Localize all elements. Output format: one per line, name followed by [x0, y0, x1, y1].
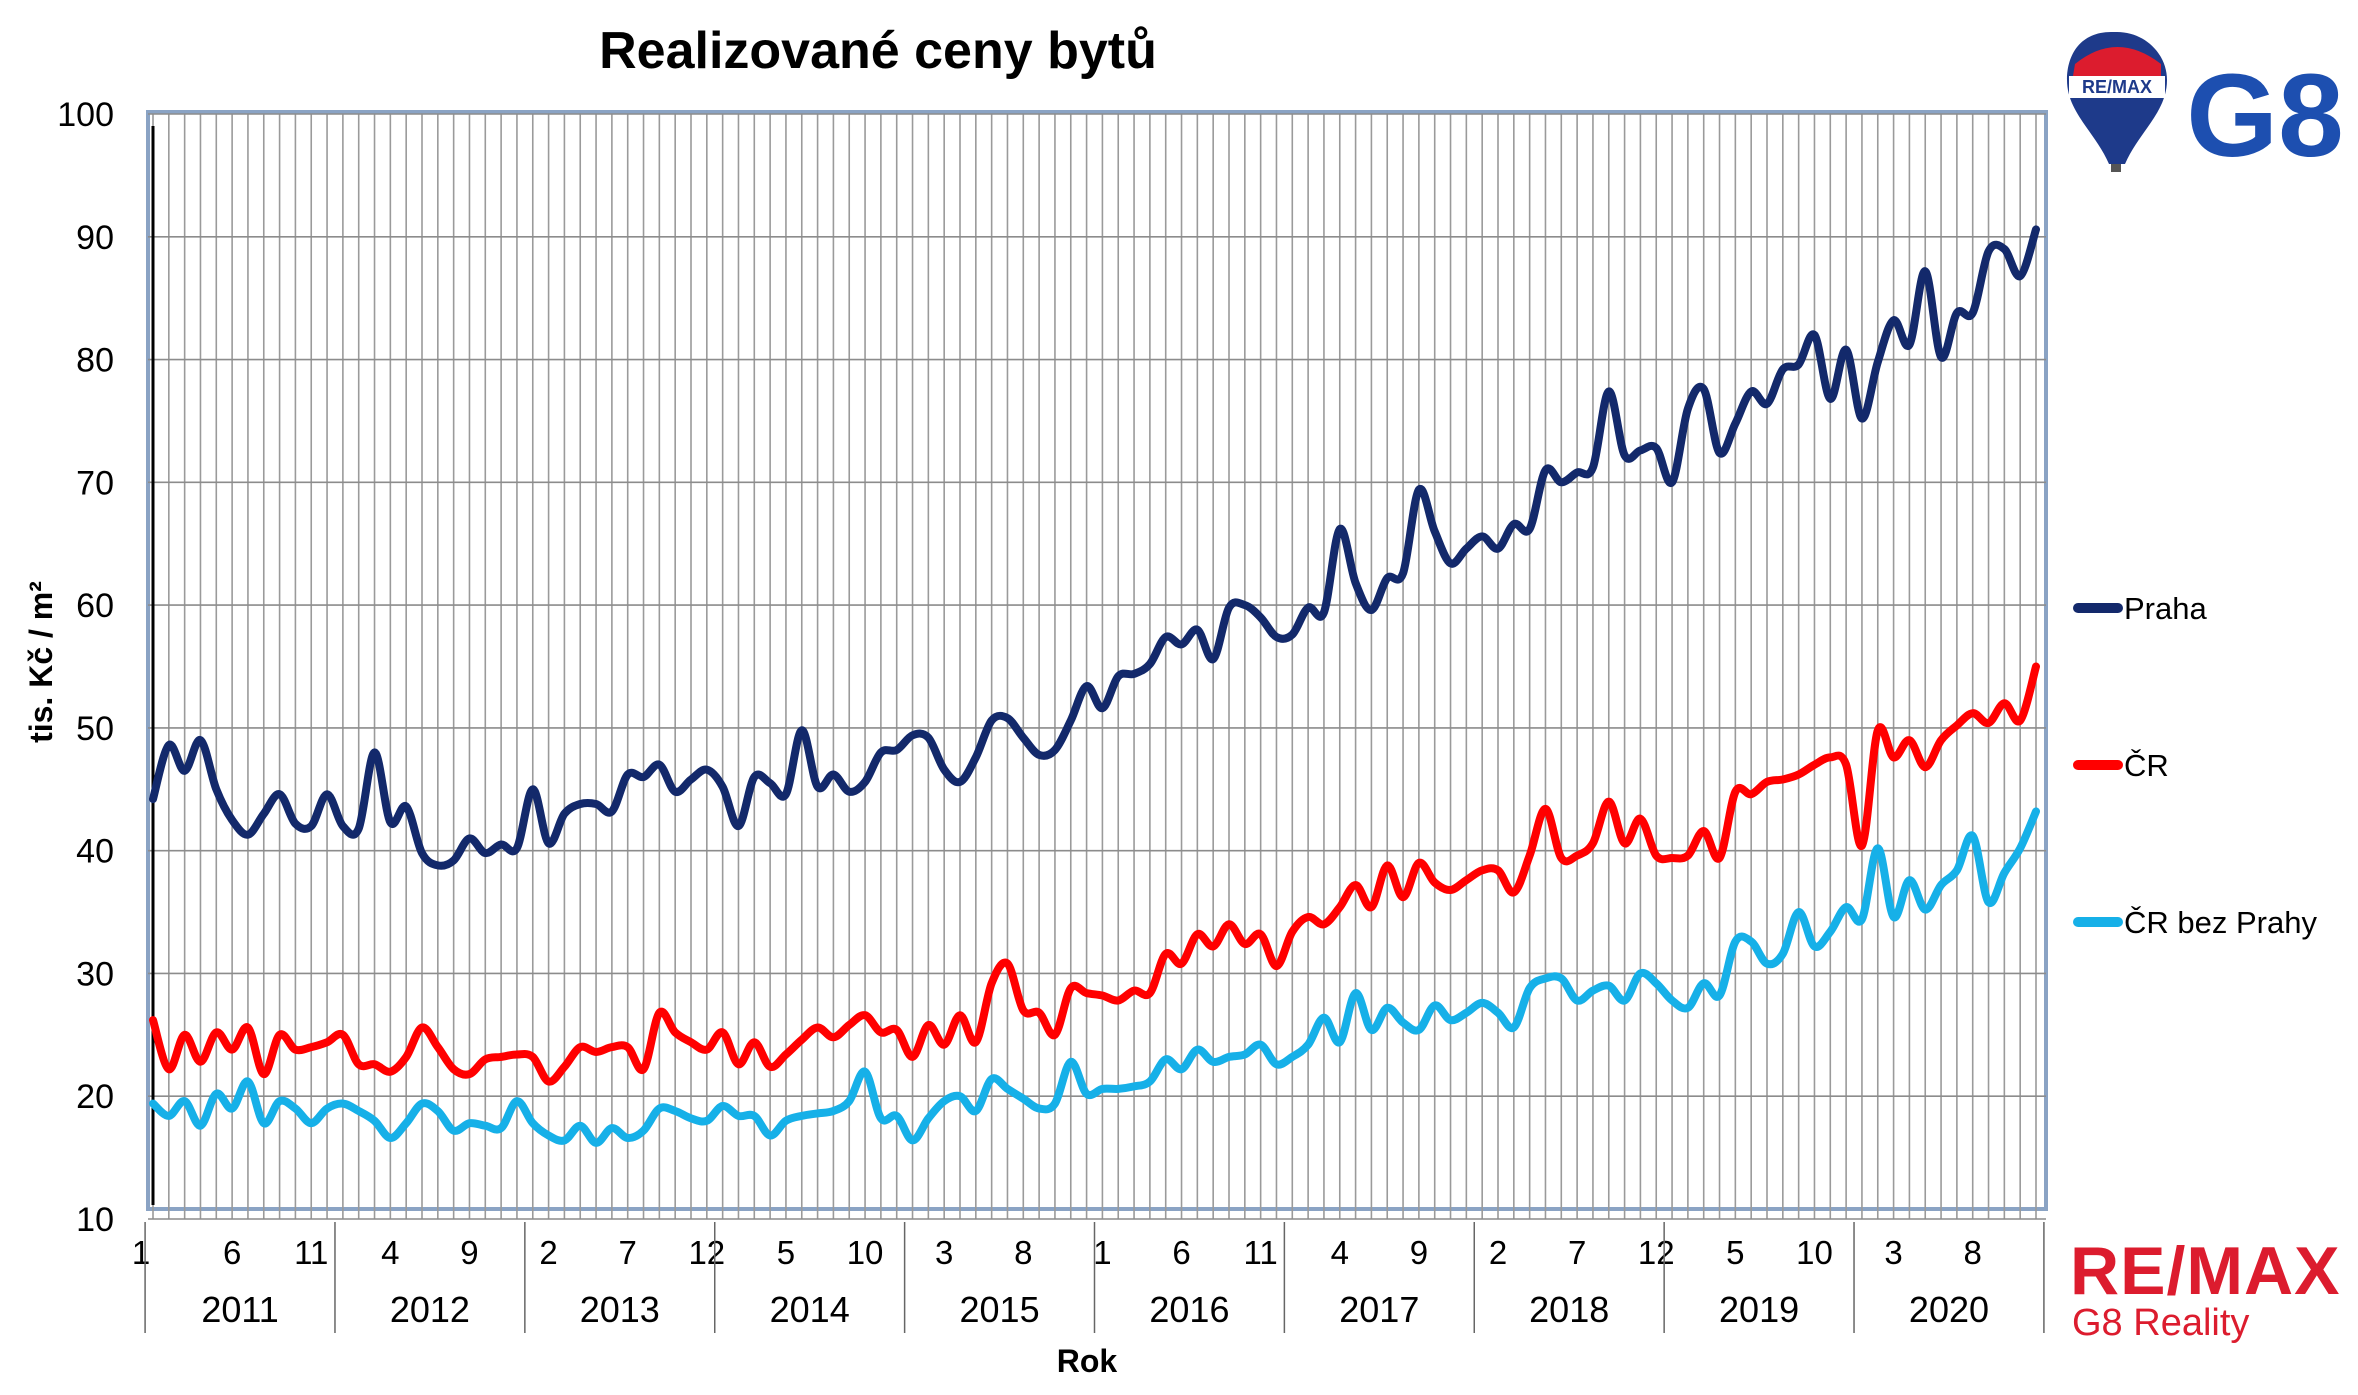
y-tick-label: 30 — [76, 955, 114, 993]
x-axis-label: Rok — [1057, 1343, 1118, 1379]
x-tick-label: 12 — [1638, 1234, 1675, 1271]
year-tick-label: 2011 — [201, 1289, 278, 1330]
x-tick-label: 1 — [132, 1234, 150, 1271]
year-tick-label: 2020 — [1909, 1289, 1989, 1330]
x-tick-label: 10 — [847, 1234, 884, 1271]
y-tick-label: 100 — [57, 96, 114, 134]
x-tick-label: 9 — [1410, 1234, 1428, 1271]
remax-wordmark: RE/MAX — [2070, 1233, 2341, 1309]
legend: Praha ČR ČR bez Prahy — [2073, 591, 2317, 940]
horizontal-gridlines — [148, 113, 2046, 1220]
x-tick-label: 5 — [777, 1234, 795, 1271]
y-tick-label: 50 — [76, 710, 114, 748]
y-tick-label: 70 — [76, 464, 114, 502]
series-line-praha — [149, 225, 2040, 870]
g8-text: G8 — [2186, 50, 2343, 174]
x-tick-label: 9 — [460, 1234, 478, 1271]
year-tick-label: 2015 — [960, 1289, 1040, 1330]
x-tick-label: 7 — [1568, 1234, 1586, 1271]
chart-title: Realizované ceny bytů — [599, 22, 1157, 80]
y-tick-label: 60 — [76, 587, 114, 625]
x-tick-label: 7 — [619, 1234, 637, 1271]
series-lines — [149, 225, 2040, 1147]
x-tick-label: 2 — [539, 1234, 557, 1271]
x-tick-label: 3 — [1884, 1234, 1902, 1271]
x-tick-label: 6 — [223, 1234, 241, 1271]
x-axis-month-ticks: 1 6 11 4 9 2 7 12 5 10 3 8 1 6 11 4 9 2 7 12 5 10 3 8 — [132, 1234, 1982, 1271]
vertical-gridlines — [152, 114, 2037, 1219]
x-tick-label: 10 — [1796, 1234, 1833, 1271]
year-tick-label: 2016 — [1149, 1289, 1229, 1330]
series-line-cr — [149, 662, 2040, 1086]
x-tick-label: 11 — [294, 1234, 328, 1271]
x-tick-label: 4 — [381, 1234, 399, 1271]
x-tick-label: 3 — [935, 1234, 953, 1271]
x-tick-label: 8 — [1014, 1234, 1032, 1271]
year-tick-label: 2014 — [770, 1289, 850, 1330]
x-tick-label: 12 — [688, 1234, 725, 1271]
x-axis-year-ticks: 2011 2012 2013 2014 2015 2016 2017 2018 2019 2020 — [144, 1222, 2045, 1333]
year-tick-label: 2019 — [1719, 1289, 1799, 1330]
series-line-cr-bez-prahy — [149, 807, 2040, 1147]
x-tick-label: 11 — [1244, 1234, 1278, 1271]
x-tick-label: 1 — [1093, 1234, 1111, 1271]
x-tick-label: 2 — [1489, 1234, 1507, 1271]
x-tick-label: 8 — [1964, 1234, 1982, 1271]
x-tick-label: 5 — [1726, 1234, 1744, 1271]
y-tick-label: 80 — [76, 342, 114, 380]
plot-area — [146, 110, 2048, 1211]
y-axis-label: tis. Kč / m² — [23, 581, 59, 743]
x-tick-label: 4 — [1331, 1234, 1349, 1271]
year-tick-label: 2012 — [390, 1289, 470, 1330]
x-tick-label: 6 — [1172, 1234, 1190, 1271]
y-tick-label: 10 — [76, 1201, 114, 1239]
legend-item-praha-label: Praha — [2124, 591, 2207, 626]
remax-g8-logo: RE/MAX G8 — [2065, 24, 2355, 182]
legend-item-cr-bez-prahy-label: ČR bez Prahy — [2124, 905, 2317, 940]
y-axis-ticks: 10 20 30 40 50 60 70 80 90 100 — [57, 96, 114, 1239]
company-name: G8 Reality — [2072, 1302, 2250, 1344]
y-tick-label: 20 — [76, 1078, 114, 1116]
year-tick-label: 2018 — [1529, 1289, 1609, 1330]
balloon-text: RE/MAX — [2082, 77, 2152, 97]
y-tick-label: 40 — [76, 833, 114, 871]
y-tick-label: 90 — [76, 219, 114, 257]
year-tick-label: 2013 — [580, 1289, 660, 1330]
legend-item-cr-label: ČR — [2124, 748, 2169, 783]
year-tick-label: 2017 — [1339, 1289, 1419, 1330]
